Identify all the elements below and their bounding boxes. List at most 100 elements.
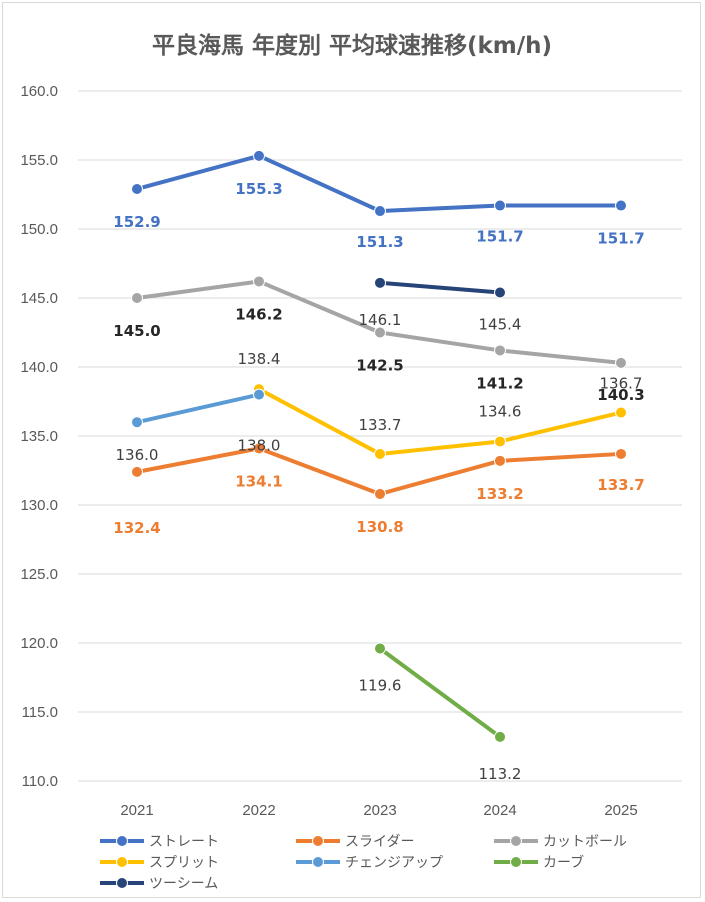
x-tick-label: 2021 xyxy=(120,802,153,819)
series-line-segment xyxy=(135,279,261,300)
series-line-segment xyxy=(257,279,382,335)
series-line-segment xyxy=(378,458,502,496)
series-line-segment xyxy=(257,387,382,456)
series-line-segment xyxy=(135,392,261,425)
x-tick-label: 2023 xyxy=(363,802,396,819)
series-line-segment xyxy=(378,439,502,456)
series-line-segment xyxy=(135,153,261,191)
data-label: 151.7 xyxy=(597,230,644,248)
x-tick-label: 2022 xyxy=(242,802,275,819)
legend-swatch-marker xyxy=(116,856,128,868)
data-point xyxy=(374,642,386,655)
y-tick-label: 140.0 xyxy=(20,359,58,376)
data-point xyxy=(131,292,143,304)
y-axis-ticks: 160.0 155.0 150.0 145.0 140.0 135.0 130.0 125.0… xyxy=(20,83,58,790)
data-label: 113.2 xyxy=(479,765,522,783)
x-axis-ticks: 2021 2022 2023 2024 2025 xyxy=(120,802,637,819)
y-tick-label: 120.0 xyxy=(20,635,58,652)
data-label: 138.4 xyxy=(238,350,281,368)
series-lines xyxy=(131,149,627,743)
y-tick-label: 160.0 xyxy=(20,83,58,100)
y-tick-label: 145.0 xyxy=(20,290,58,307)
legend-swatch-marker xyxy=(510,835,522,847)
data-point xyxy=(615,199,627,212)
data-point xyxy=(494,435,506,448)
data-point xyxy=(494,344,506,357)
x-tick-label: 2024 xyxy=(483,802,516,819)
data-labels: 152.9 155.3 151.3 151.7 151.7 132.4 134.1 130.8… xyxy=(113,180,644,783)
legend-entry: ツーシーム xyxy=(149,876,218,892)
data-label: 133.2 xyxy=(476,485,523,503)
data-point xyxy=(494,730,506,743)
data-point xyxy=(494,199,506,212)
series-line-segment xyxy=(135,446,261,474)
data-point xyxy=(253,388,265,401)
y-tick-label: 125.0 xyxy=(20,566,58,583)
data-label: 132.4 xyxy=(113,519,160,537)
legend-entry: チェンジアップ xyxy=(345,855,443,871)
legend-swatch-marker xyxy=(116,877,128,889)
data-point xyxy=(374,447,386,460)
legend-entry: カットボール xyxy=(543,834,627,850)
data-point xyxy=(253,442,265,455)
data-point xyxy=(615,356,627,369)
series-line-segment xyxy=(378,330,502,353)
data-label: 146.2 xyxy=(235,305,282,323)
data-label: 155.3 xyxy=(235,180,282,198)
y-tick-label: 135.0 xyxy=(20,428,58,445)
data-point xyxy=(374,205,386,218)
series-line-segment xyxy=(378,280,502,295)
data-label: 133.7 xyxy=(597,476,644,494)
data-label: 138.0 xyxy=(238,437,281,455)
legend-entry: ストレート xyxy=(149,834,219,850)
y-tick-label: 110.0 xyxy=(22,773,58,790)
data-label: 141.2 xyxy=(476,374,523,392)
series-line-segment xyxy=(378,203,502,214)
series-line-segment xyxy=(257,446,382,496)
data-label: 134.6 xyxy=(479,403,522,421)
series-line-segment xyxy=(498,451,623,463)
x-tick-label: 2025 xyxy=(604,802,637,819)
data-point xyxy=(253,149,265,162)
y-tick-label: 130.0 xyxy=(20,497,58,514)
series-line-segment xyxy=(257,153,382,214)
legend-swatch-marker xyxy=(312,856,324,868)
data-label: 151.7 xyxy=(476,228,523,246)
series-line-segment xyxy=(498,410,623,444)
data-point xyxy=(131,465,143,478)
data-point xyxy=(494,286,506,299)
data-label: 146.1 xyxy=(359,311,402,329)
data-label: 130.8 xyxy=(356,518,403,536)
legend-swatch-marker xyxy=(312,835,324,847)
legend-entry: スライダー xyxy=(345,834,414,850)
legend-swatch-marker xyxy=(116,835,128,847)
data-point xyxy=(374,276,386,289)
legend-entry: スプリット xyxy=(149,855,219,871)
y-tick-label: 115.0 xyxy=(22,704,58,721)
data-label: 145.0 xyxy=(113,322,160,340)
series-line-segment xyxy=(498,348,623,365)
data-label: 142.5 xyxy=(356,357,403,375)
y-tick-label: 150.0 xyxy=(20,221,58,238)
legend-swatch-marker xyxy=(510,856,522,868)
chart-title: 平良海馬 年度別 平均球速推移(km/h) xyxy=(152,32,552,59)
data-point xyxy=(374,487,386,500)
data-label: 133.7 xyxy=(359,416,402,434)
data-label: 136.7 xyxy=(600,375,643,393)
data-point xyxy=(374,326,386,339)
data-point xyxy=(131,416,143,429)
series-line-segment xyxy=(378,646,502,739)
data-label: 151.3 xyxy=(356,233,403,251)
data-point xyxy=(131,182,143,195)
legend-entry: カーブ xyxy=(543,854,584,871)
data-point xyxy=(253,275,265,288)
data-point xyxy=(615,447,627,460)
data-label: 145.4 xyxy=(479,315,522,333)
data-label: 152.9 xyxy=(113,213,160,231)
data-point xyxy=(494,454,506,467)
data-label: 134.1 xyxy=(235,472,282,490)
y-tick-label: 155.0 xyxy=(20,152,58,169)
